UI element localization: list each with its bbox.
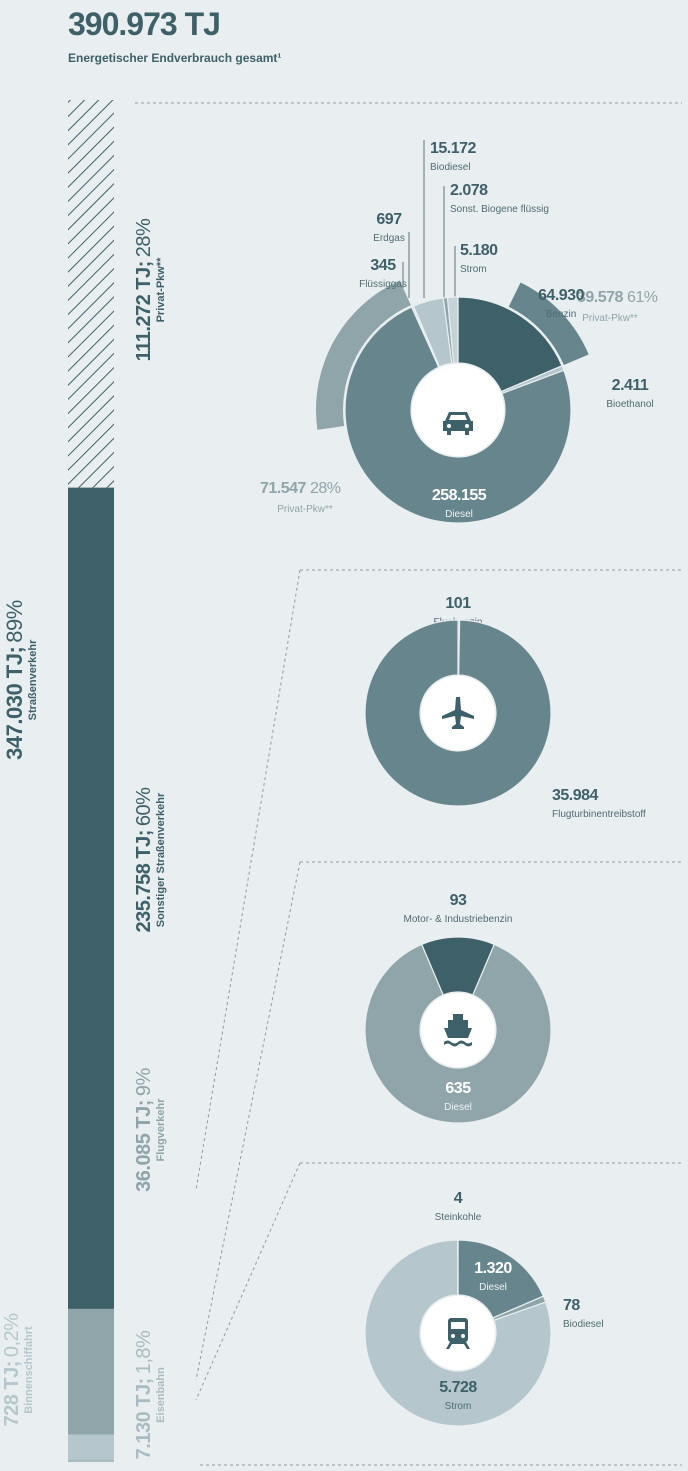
slice-name: Erdgas: [373, 233, 405, 244]
slice-value: 2.078: [450, 182, 488, 199]
slice-value: 5.728: [439, 1379, 477, 1396]
plane-icon: [442, 697, 474, 729]
rotated-label: 347.030 TJ; 89%Straßenverkehr: [2, 600, 39, 760]
slice-name: Flüssiggas: [359, 279, 407, 290]
slice-value: 78: [563, 1297, 580, 1314]
donut-slice: [364, 1239, 552, 1427]
bar-segment: [68, 1459, 114, 1462]
slice-name: Biodiesel: [563, 1319, 604, 1330]
slice-value: 635: [445, 1080, 471, 1097]
value-label: 347.030 TJ; 89%: [2, 600, 27, 760]
percent: 61%: [627, 289, 658, 306]
slice-value: 345: [370, 257, 396, 274]
slice-name: Diesel: [445, 509, 473, 520]
dash-line: [195, 861, 301, 1381]
percent: 89%: [2, 600, 27, 643]
slice-value: 258.155: [432, 487, 487, 504]
donut-center: [412, 364, 504, 456]
segment-name: Sonstiger Straßenverkehr: [155, 792, 167, 927]
slice-name: Biodiesel: [430, 162, 471, 173]
bar-segment: [68, 487, 114, 1309]
donut-slice: [446, 296, 459, 364]
rotated-label: 36.085 TJ; 9%Flugverkehr: [133, 1067, 167, 1191]
slice-name: Steinkohle: [435, 1212, 482, 1223]
connectors: [135, 102, 682, 1466]
donut-slice: [457, 1239, 545, 1319]
value-label: 111.272 TJ; 28%: [133, 218, 155, 361]
bar-segment: [68, 1308, 114, 1435]
percent: 28%: [310, 480, 341, 497]
slice-name: Benzin: [546, 309, 577, 320]
donut-slice: [457, 296, 563, 393]
slice-value: 64.930: [538, 287, 585, 304]
slice-value: 101: [445, 595, 471, 612]
privat-name: Privat-Pkw**: [582, 313, 638, 324]
slice-name: Strom: [460, 264, 487, 275]
percent: 0,2%: [1, 1313, 23, 1357]
rotated-label: 111.272 TJ; 28%Privat-Pkw**: [133, 218, 167, 361]
segment-name: Privat-Pkw**: [155, 257, 167, 323]
bar-segment: [68, 1434, 114, 1460]
value: 728 TJ;: [1, 1361, 23, 1426]
value: 71.547: [260, 480, 307, 497]
subtitle: Energetischer Endverbrauch gesamt¹: [68, 51, 281, 65]
ship-icon: [444, 1014, 472, 1047]
rotated-label: 235.758 TJ; 60% Sonstiger Straßenverkehr: [133, 787, 167, 933]
privat-name: Privat-Pkw**: [277, 504, 333, 515]
segment-name: Binnenschiffahrt: [23, 1326, 35, 1414]
segment-name: Eisenbahn: [155, 1367, 167, 1423]
slice-value: 697: [376, 211, 402, 228]
donut-slice: [364, 619, 552, 807]
slice-name: Strom: [445, 1401, 472, 1412]
dash-line: [195, 569, 301, 1191]
rotated-label: 7.130 TJ; 1,8%Eisenbahn: [133, 1330, 167, 1459]
percent: 1,8%: [133, 1330, 155, 1374]
segment-name: Flugverkehr: [155, 1098, 167, 1162]
value: 347.030 TJ;: [2, 647, 27, 760]
slice-name: Motor- & Industriebenzin: [404, 914, 513, 925]
slice-value: 5.180: [460, 242, 498, 259]
slice-value: 2.411: [612, 377, 649, 394]
slice-value: 93: [450, 892, 467, 909]
slice-value: 35.984: [552, 787, 599, 804]
donut-slice: [364, 943, 552, 1124]
value: 111.272 TJ;: [133, 261, 155, 361]
value-label: 36.085 TJ; 9%: [133, 1067, 155, 1191]
percent: 28%: [133, 218, 155, 257]
value: 235.758 TJ;: [133, 830, 155, 932]
value-label: 728 TJ; 0,2%: [1, 1313, 23, 1427]
value-label: 235.758 TJ; 60%: [133, 787, 155, 933]
value: 39.578: [577, 289, 624, 306]
slice-name: Bioethanol: [606, 399, 653, 410]
value: 36.085 TJ;: [133, 1100, 155, 1192]
slice-name: Diesel: [444, 1102, 472, 1113]
outer-arc: [508, 282, 589, 366]
segment-name: Straßenverkehr: [27, 639, 39, 720]
percent: 60%: [133, 787, 155, 826]
slice-value: 1.320: [474, 1260, 512, 1277]
percent: 9%: [133, 1067, 155, 1096]
car-icon: [443, 412, 473, 435]
bar-segment: [68, 100, 114, 488]
donut-slice: [344, 306, 572, 524]
slice-name: Diesel: [479, 1282, 507, 1293]
privat-label: 71.547 28%: [260, 480, 341, 497]
slice-value: 4: [454, 1190, 463, 1207]
slice-name: Sonst. Biogene flüssig: [450, 204, 549, 215]
slice-value: 15.172: [430, 140, 477, 157]
value-label: 7.130 TJ; 1,8%: [133, 1330, 155, 1459]
title: 390.973 TJ: [68, 6, 220, 42]
icons: [412, 364, 504, 1370]
value: 7.130 TJ;: [133, 1378, 155, 1459]
dash-line: [195, 1162, 301, 1401]
slice-name: Flugturbinentreibstoff: [552, 809, 646, 820]
marks: 111.272 TJ;28%Privat-Pkw**235.758 TJ;60%…: [1, 100, 658, 1462]
rotated-label: 728 TJ; 0,2% Binnenschiffahrt: [1, 1313, 35, 1427]
outer-arc: [316, 280, 411, 430]
train-icon: [446, 1318, 470, 1349]
privat-label: 39.578 61%: [577, 289, 658, 306]
